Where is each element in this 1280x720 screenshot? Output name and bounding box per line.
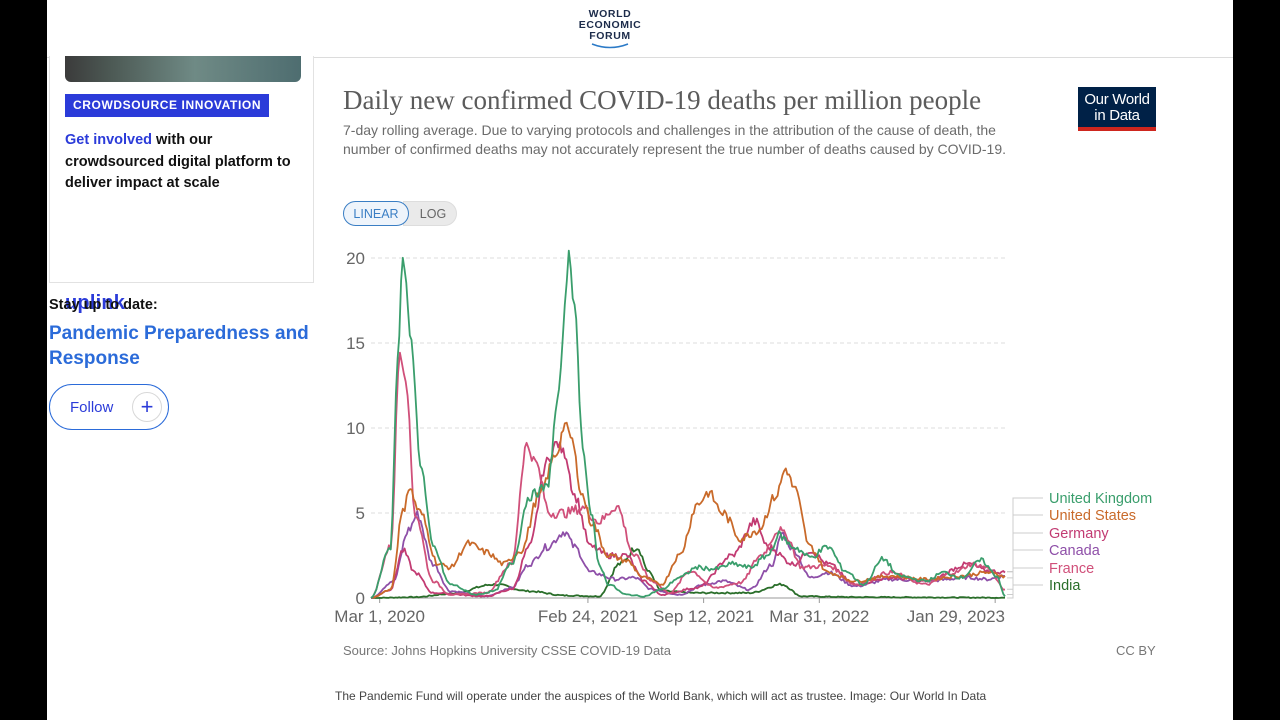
legend-connector xyxy=(1007,532,1043,572)
promo-body: with our crowdsourced digital platform t… xyxy=(65,132,291,191)
y-tick-label: 0 xyxy=(356,589,365,608)
stay-up-to-date-label: Stay up to date: xyxy=(49,297,158,313)
get-involved-link[interactable]: Get involved xyxy=(65,132,153,148)
logo-arc-icon xyxy=(591,43,629,49)
legend-label[interactable]: India xyxy=(1049,578,1081,594)
x-tick-label: Jan 29, 2023 xyxy=(907,607,1005,626)
follow-button[interactable]: Follow + xyxy=(49,384,169,430)
logo-line-2: ECONOMIC xyxy=(578,19,642,31)
owid-logo[interactable]: Our World in Data xyxy=(1078,87,1156,131)
legend-label[interactable]: Canada xyxy=(1049,543,1101,559)
legend-label[interactable]: France xyxy=(1049,561,1094,577)
y-tick-label: 15 xyxy=(346,334,365,353)
legend-connector xyxy=(1007,497,1043,590)
license-label[interactable]: CC BY xyxy=(1116,643,1156,658)
follow-label: Follow xyxy=(70,399,114,416)
top-bar: WORLD ECONOMIC FORUM xyxy=(47,0,1233,58)
x-tick-label: Sep 12, 2021 xyxy=(653,607,754,626)
series-line-france[interactable] xyxy=(370,351,1006,599)
legend-connector xyxy=(1007,514,1043,573)
owid-logo-line-1: Our World xyxy=(1084,91,1150,108)
log-scale-button[interactable]: LOG xyxy=(403,201,457,226)
series-line-united-states[interactable] xyxy=(370,421,1006,599)
x-tick-label: Mar 1, 2020 xyxy=(334,607,425,626)
legend-connector xyxy=(1007,549,1043,579)
promo-photo xyxy=(65,56,301,82)
legend-label[interactable]: Germany xyxy=(1049,526,1109,542)
chart-source: Source: Johns Hopkins University CSSE CO… xyxy=(343,643,672,658)
logo-line-3: FORUM xyxy=(589,30,631,42)
y-tick-label: 10 xyxy=(346,419,365,438)
x-tick-label: Feb 24, 2021 xyxy=(538,607,638,626)
x-tick-label: Mar 31, 2022 xyxy=(769,607,869,626)
owid-logo-line-2: in Data xyxy=(1094,107,1140,124)
image-caption: The Pandemic Fund will operate under the… xyxy=(335,689,987,703)
legend-label[interactable]: United Kingdom xyxy=(1049,491,1152,507)
topic-link[interactable]: Pandemic Preparedness and Response xyxy=(49,323,309,369)
uplink-logo[interactable]: uplink xyxy=(65,292,126,314)
y-tick-label: 5 xyxy=(356,504,365,523)
uplink-promo-card: CROWDSOURCE INNOVATION Get involved with… xyxy=(49,56,314,314)
legend-connector xyxy=(1007,584,1043,599)
legend-label[interactable]: United States xyxy=(1049,508,1136,524)
y-tick-label: 20 xyxy=(346,249,365,268)
series-line-germany[interactable] xyxy=(370,441,1006,599)
logo-line-1: WORLD xyxy=(588,8,632,20)
line-chart: 0 5 10 15 20 Mar 1, 2020 Feb 24, 2021 Sep 12, 2… xyxy=(334,249,1152,626)
plus-icon: + xyxy=(132,392,162,422)
series-line-united-kingdom[interactable] xyxy=(370,249,1006,599)
page: WORLD ECONOMIC FORUM CROWDSOURCE INNOVAT… xyxy=(47,0,1233,720)
chart-title: Daily new confirmed COVID-19 deaths per … xyxy=(343,85,982,115)
series-line-canada[interactable] xyxy=(370,510,1006,599)
linear-scale-button[interactable]: LINEAR xyxy=(343,201,409,226)
category-badge[interactable]: CROWDSOURCE INNOVATION xyxy=(65,94,270,117)
promo-text: Get involved with our crowdsourced digit… xyxy=(65,130,301,195)
chart-subtitle: 7-day rolling average. Due to varying pr… xyxy=(343,122,1007,157)
wef-logo[interactable]: WORLD ECONOMIC FORUM xyxy=(574,9,646,49)
legend-connector xyxy=(1007,567,1043,595)
